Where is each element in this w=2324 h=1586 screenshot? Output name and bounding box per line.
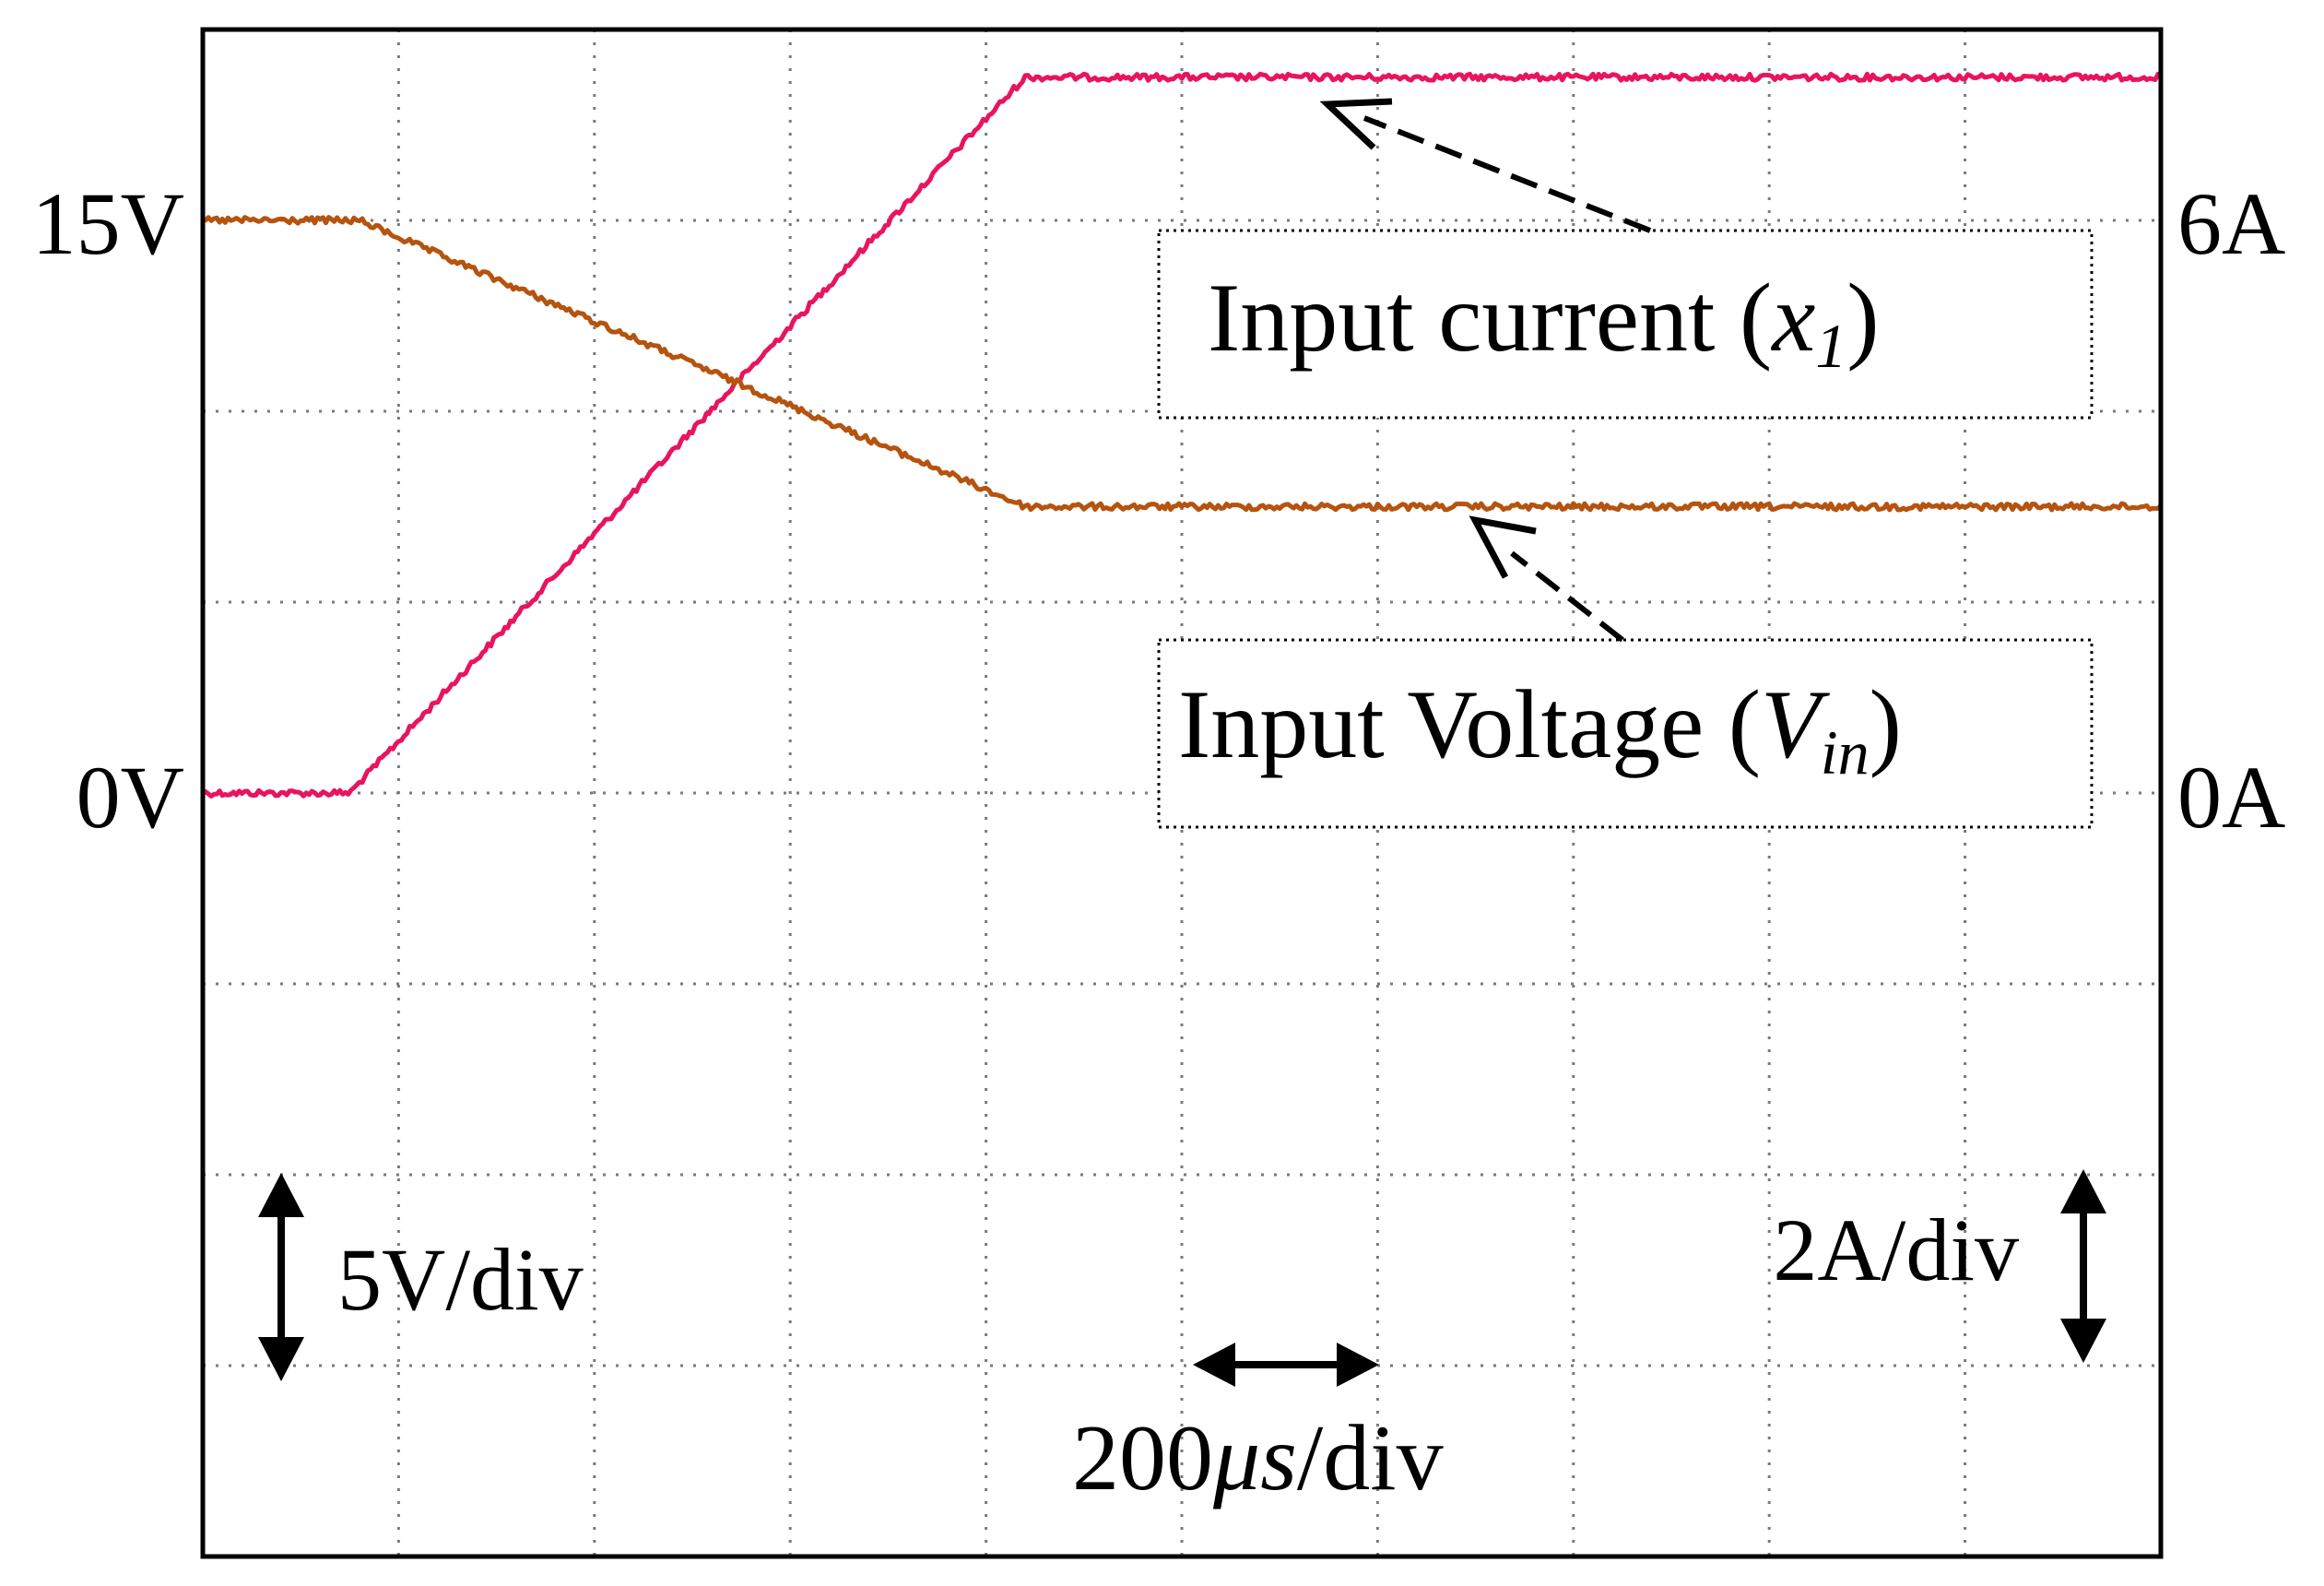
voltage-pointer-arrow xyxy=(1510,550,1624,643)
time-scale-label: 200μs/div xyxy=(1072,1406,1444,1510)
current-arrowhead xyxy=(1319,98,1393,150)
current-label-subscript: 1 xyxy=(1815,311,1846,381)
current-pointer-arrow xyxy=(1363,115,1652,233)
left-tick-label-0v: 0V xyxy=(77,748,184,846)
right-tick-label-0a: 0A xyxy=(2177,748,2285,846)
time-scale-s: s xyxy=(1260,1406,1297,1510)
current-label: Input current (x1) xyxy=(1208,264,1880,381)
voltage-label: Input Voltage (Vin) xyxy=(1178,670,1902,787)
input-current-trace xyxy=(200,71,2164,799)
plot-frame xyxy=(200,27,2164,1559)
voltage-label-suffix: ) xyxy=(1870,670,1902,778)
current-label-prefix: Input current ( xyxy=(1208,264,1772,372)
voltage-label-prefix: Input Voltage ( xyxy=(1178,670,1761,778)
time-scale-number: 200 xyxy=(1072,1406,1213,1510)
input-voltage-trace xyxy=(200,215,2164,513)
current-label-box xyxy=(1157,229,2094,420)
current-label-suffix: ) xyxy=(1846,264,1879,372)
left-tick-label-15v: 15V xyxy=(32,174,184,273)
current-label-symbol: x xyxy=(1770,264,1815,372)
voltage-label-box xyxy=(1157,638,2094,829)
left-scale-indicator xyxy=(258,1173,304,1381)
right-scale-indicator xyxy=(2060,1169,2106,1363)
voltage-arrowhead xyxy=(1469,515,1537,579)
right-tick-label-6a: 6A xyxy=(2177,174,2285,273)
voltage-label-symbol: V xyxy=(1761,670,1830,778)
time-scale-mu: μ xyxy=(1212,1406,1260,1510)
time-scale-rest: /div xyxy=(1297,1406,1444,1510)
traces xyxy=(200,71,2164,799)
time-scale-indicator xyxy=(1193,1343,1379,1387)
right-scale-label: 2A/div xyxy=(1773,1201,2019,1299)
voltage-label-subscript: in xyxy=(1821,717,1870,787)
left-scale-label: 5V/div xyxy=(337,1230,584,1329)
